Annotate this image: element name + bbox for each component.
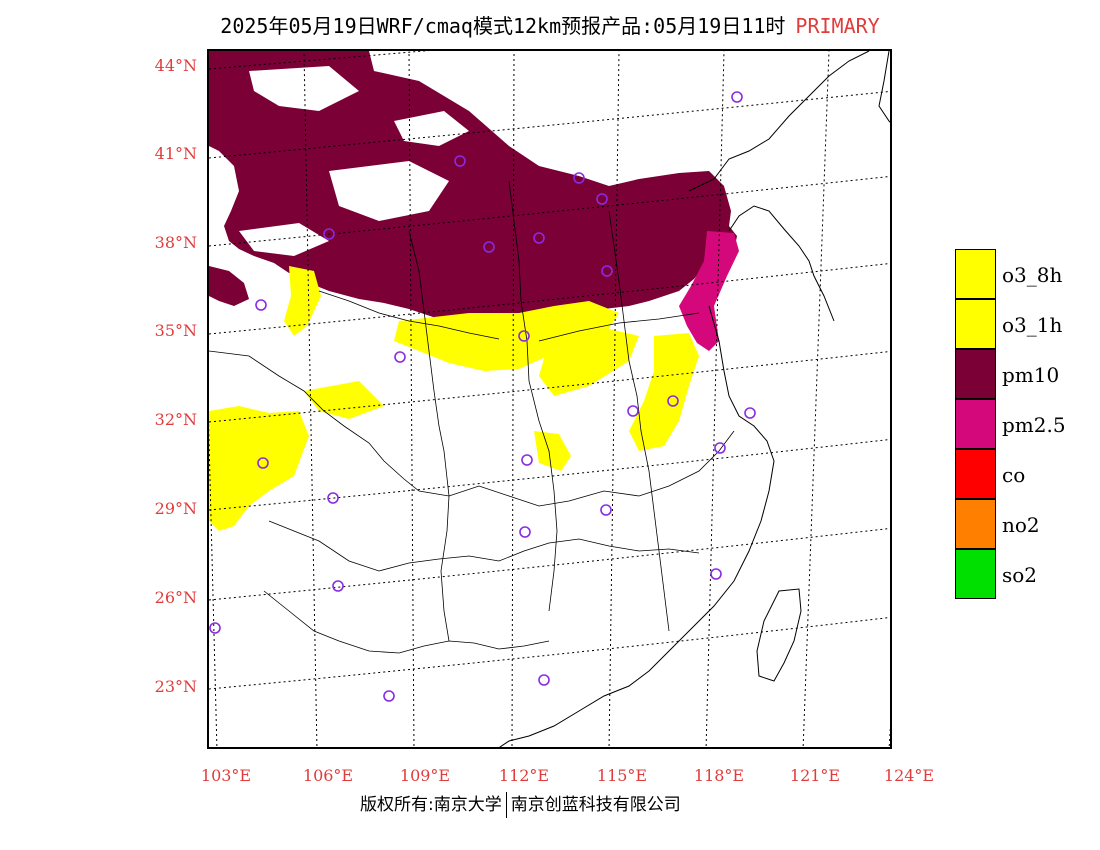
pm10-region	[209, 51, 737, 341]
province-borders	[209, 180, 735, 654]
map-title: 2025年05月19日WRF/cmaq模式12km预报产品:05月19日11时 P…	[0, 10, 1100, 39]
footer-right: 南京创蓝科技有限公司	[510, 795, 681, 815]
o3-regions	[209, 266, 699, 531]
lon-label-124e: 124°E	[883, 766, 935, 785]
lat-label-38n: 38°N	[154, 233, 197, 252]
lat-label-35n: 35°N	[154, 321, 197, 340]
title-text: 2025年05月19日WRF/cmaq模式12km预报产品:05月19日11时	[220, 14, 786, 38]
legend-swatch-pm25	[955, 399, 996, 449]
legend-label-pm10: pm10	[1002, 363, 1060, 387]
legend-label-so2: so2	[1002, 563, 1038, 587]
lon-label-118e: 118°E	[693, 766, 745, 785]
map-frame	[207, 49, 892, 749]
legend-label-pm25: pm2.5	[1002, 413, 1066, 437]
primary-tag: PRIMARY	[795, 14, 880, 38]
lat-label-44n: 44°N	[154, 56, 197, 75]
lon-label-115e: 115°E	[596, 766, 648, 785]
lat-label-41n: 41°N	[154, 144, 197, 163]
lat-label-23n: 23°N	[154, 677, 197, 696]
copyright-footer: 版权所有:南京大学 南京创蓝科技有限公司	[360, 790, 681, 818]
lon-label-109e: 109°E	[399, 766, 451, 785]
footer-divider	[505, 792, 507, 818]
legend-swatch-o3-8h	[955, 249, 996, 299]
lon-label-112e: 112°E	[498, 766, 550, 785]
lon-label-103e: 103°E	[200, 766, 252, 785]
lat-label-29n: 29°N	[154, 499, 197, 518]
legend-swatch-co	[955, 449, 996, 499]
legend-label-no2: no2	[1002, 513, 1040, 537]
pm10-clearings	[239, 66, 469, 256]
pm25-region	[679, 231, 739, 351]
lon-label-106e: 106°E	[302, 766, 354, 785]
lat-label-26n: 26°N	[154, 588, 197, 607]
station-markers	[209, 91, 756, 702]
lat-label-32n: 32°N	[154, 410, 197, 429]
graticule	[209, 51, 890, 747]
footer-left: 版权所有:南京大学	[360, 795, 502, 815]
lon-label-121e: 121°E	[789, 766, 841, 785]
legend-swatch-so2	[955, 549, 996, 599]
legend-label-o3-1h: o3_1h	[1002, 313, 1063, 337]
coastline	[499, 51, 890, 747]
legend-swatch-no2	[955, 499, 996, 549]
legend-label-co: co	[1002, 463, 1026, 487]
legend-swatch-pm10	[955, 349, 996, 399]
legend-label-o3-8h: o3_8h	[1002, 263, 1063, 287]
legend-swatch-o3-1h	[955, 299, 996, 349]
map-canvas	[209, 51, 890, 747]
